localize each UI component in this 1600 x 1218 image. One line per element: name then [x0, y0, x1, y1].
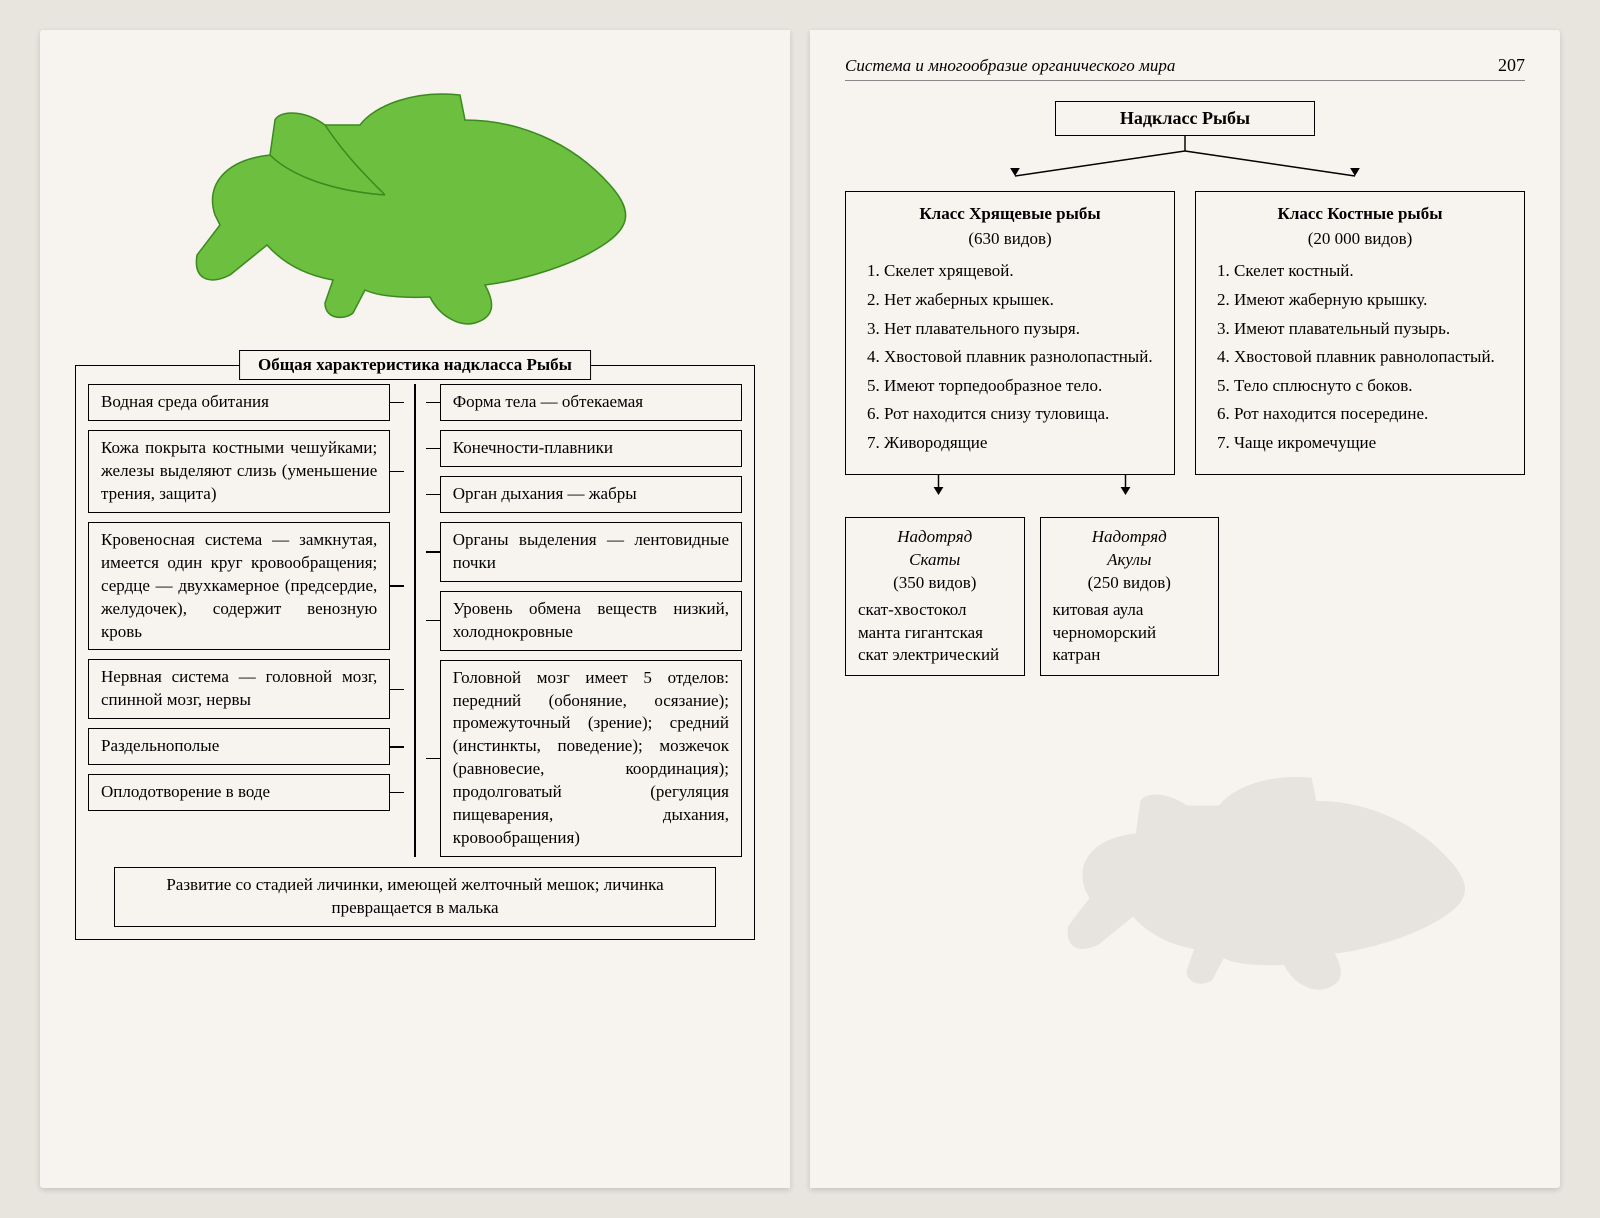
suborder-arrows	[845, 475, 1219, 497]
right-page: Система и многообразие органического мир…	[810, 30, 1560, 1188]
right-item-1: Конечности-плавники	[440, 430, 742, 467]
sub-title-line: Акулы	[1107, 550, 1151, 569]
suborder-count-1: (250 видов)	[1053, 572, 1207, 595]
connector-line	[390, 746, 404, 748]
page-header: Система и многообразие органического мир…	[845, 55, 1525, 81]
left-column: Водная среда обитания Кожа покрыта костн…	[88, 384, 404, 857]
left-characteristics-frame: Общая характеристика надкласса Рыбы Водн…	[75, 365, 755, 940]
suborder-title-1: Надотряд Акулы	[1053, 526, 1207, 572]
suborder-examples-1: китовая аула черноморский катран	[1053, 599, 1207, 668]
connector-line	[390, 471, 404, 473]
class-name-1: Класс Костные рыбы	[1278, 204, 1443, 223]
sub-title-line: Надотряд	[1092, 527, 1167, 546]
class-title-0: Класс Хрящевые рыбы (630 видов)	[862, 202, 1158, 251]
superclass-title: Надкласс Рыбы	[1055, 101, 1315, 136]
left-item-row: Оплодотворение в воде	[88, 774, 404, 811]
list-item: Рот находится снизу туловища.	[884, 402, 1158, 427]
connector-line	[426, 494, 440, 496]
right-item-2: Орган дыхания — жабры	[440, 476, 742, 513]
branch-lines	[845, 136, 1525, 191]
list-item: Рот находится посередине.	[1234, 402, 1508, 427]
center-spine	[414, 384, 416, 857]
sub-title-line: Надотряд	[897, 527, 972, 546]
connector-line	[390, 689, 404, 691]
right-item-row: Орган дыхания — жабры	[426, 476, 742, 513]
left-item-4: Раздельнополые	[88, 728, 390, 765]
class-name-0: Класс Хрящевые рыбы	[919, 204, 1100, 223]
list-item: Чаще икромечущие	[1234, 431, 1508, 456]
left-item-row: Кровеносная система — замкнутая, имеется…	[88, 522, 404, 651]
suborder-examples-0: скат-хвостокол манта гигантская скат эле…	[858, 599, 1012, 668]
list-item: Живородящие	[884, 431, 1158, 456]
connector-line	[426, 620, 440, 622]
suborder-sharks: Надотряд Акулы (250 видов) китовая аула …	[1040, 517, 1220, 677]
class-cartilaginous: Класс Хрящевые рыбы (630 видов) Скелет х…	[845, 191, 1175, 475]
connector-line	[426, 448, 440, 450]
left-item-0: Водная среда обитания	[88, 384, 390, 421]
list-item: Хвостовой плавник разнолопастный.	[884, 345, 1158, 370]
class-1-list: Скелет костный. Имеют жаберную крышку. И…	[1212, 259, 1508, 455]
list-item: Имеют плавательный пузырь.	[1234, 317, 1508, 342]
class-count-1: (20 000 видов)	[1308, 229, 1413, 248]
list-item: Нет жаберных крышек.	[884, 288, 1158, 313]
right-item-row: Органы выделения — лентовидные почки	[426, 522, 742, 582]
right-item-row: Конечности-плавники	[426, 430, 742, 467]
sub-title-line: Скаты	[909, 550, 960, 569]
ghost-fish-icon	[1040, 750, 1500, 1000]
suborder-count-0: (350 видов)	[858, 572, 1012, 595]
left-item-2: Кровеносная система — замкнутая, имеется…	[88, 522, 390, 651]
suborder-row: Надотряд Скаты (350 видов) скат-хвостоко…	[845, 517, 1219, 677]
class-row: Класс Хрящевые рыбы (630 видов) Скелет х…	[845, 191, 1525, 475]
left-frame-title: Общая характеристика надкласса Рыбы	[239, 350, 591, 380]
left-item-3: Нервная система — головной мозг, спинной…	[88, 659, 390, 719]
list-item: Тело сплюснуто с боков.	[1234, 374, 1508, 399]
right-item-row: Головной мозг имеет 5 отделов: передний …	[426, 660, 742, 858]
list-item: Имеют торпедообразное тело.	[884, 374, 1158, 399]
right-item-row: Форма тела — обтекаемая	[426, 384, 742, 421]
list-item: Скелет хрящевой.	[884, 259, 1158, 284]
right-column: Форма тела — обтекаемая Конечности-плавн…	[426, 384, 742, 857]
fish-silhouette-icon	[175, 65, 655, 335]
class-title-1: Класс Костные рыбы (20 000 видов)	[1212, 202, 1508, 251]
left-item-row: Водная среда обитания	[88, 384, 404, 421]
left-item-row: Раздельнополые	[88, 728, 404, 765]
connector-line	[426, 551, 440, 553]
list-item: Скелет костный.	[1234, 259, 1508, 284]
list-item: Имеют жаберную крышку.	[1234, 288, 1508, 313]
right-item-3: Органы выделения — лентовидные почки	[440, 522, 742, 582]
right-item-0: Форма тела — обтекаемая	[440, 384, 742, 421]
list-item: Нет плавательного пузыря.	[884, 317, 1158, 342]
right-item-5: Головной мозг имеет 5 отделов: передний …	[440, 660, 742, 858]
list-item: Хвостовой плавник равнолопастый.	[1234, 345, 1508, 370]
connector-line	[390, 402, 404, 404]
class-0-list: Скелет хрящевой. Нет жаберных крышек. Не…	[862, 259, 1158, 455]
class-count-0: (630 видов)	[968, 229, 1051, 248]
suborder-rays: Надотряд Скаты (350 видов) скат-хвостоко…	[845, 517, 1025, 677]
left-page: Общая характеристика надкласса Рыбы Водн…	[40, 30, 790, 1188]
right-item-row: Уровень обмена веществ низкий, холоднокр…	[426, 591, 742, 651]
left-item-5: Оплодотворение в воде	[88, 774, 390, 811]
connector-line	[390, 792, 404, 794]
page-number: 207	[1498, 55, 1525, 76]
two-column-layout: Водная среда обитания Кожа покрыта костн…	[88, 384, 742, 857]
right-item-4: Уровень обмена веществ низкий, холоднокр…	[440, 591, 742, 651]
suborder-title-0: Надотряд Скаты	[858, 526, 1012, 572]
class-bony: Класс Костные рыбы (20 000 видов) Скелет…	[1195, 191, 1525, 475]
left-item-row: Кожа покрыта костными чешуйками; железы …	[88, 430, 404, 513]
connector-line	[390, 585, 404, 587]
connector-line	[426, 758, 440, 760]
chapter-title: Система и многообразие органического мир…	[845, 56, 1175, 76]
left-item-row: Нервная система — головной мозг, спинной…	[88, 659, 404, 719]
bottom-wide-item: Развитие со стадией личинки, имеющей жел…	[114, 867, 716, 927]
left-item-1: Кожа покрыта костными чешуйками; железы …	[88, 430, 390, 513]
connector-line	[426, 402, 440, 404]
